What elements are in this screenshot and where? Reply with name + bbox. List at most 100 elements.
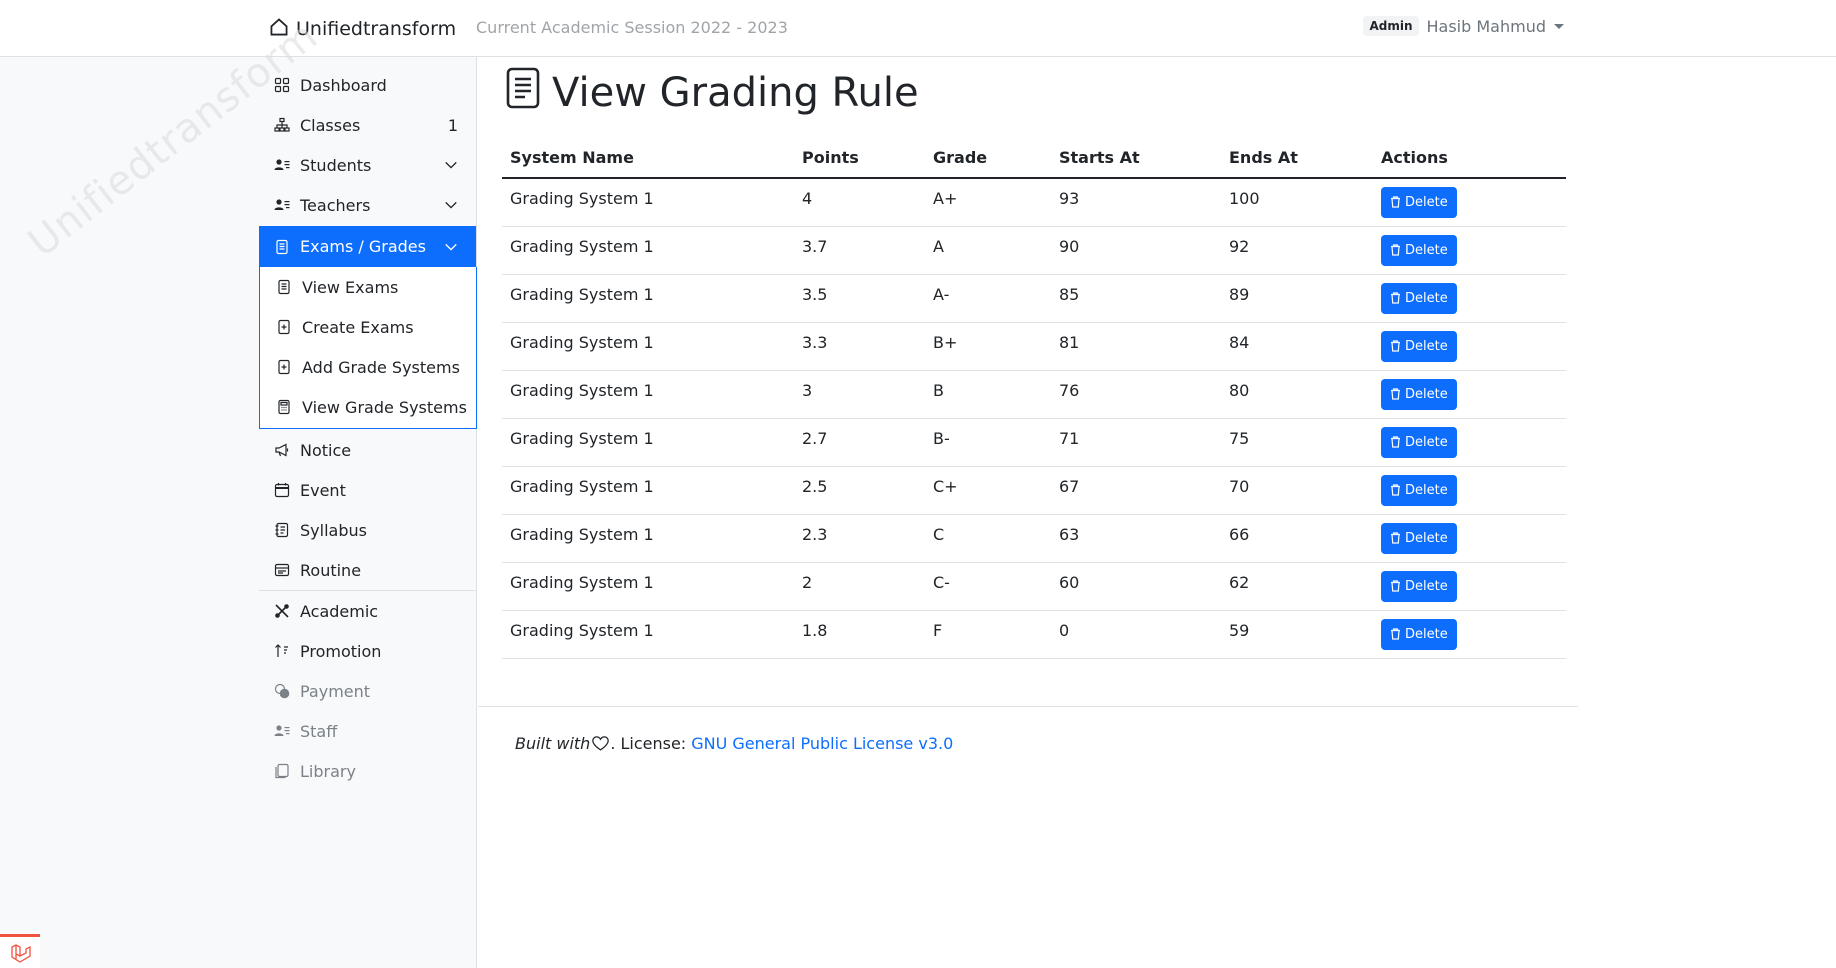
table-row: Grading System 1 3 B 76 80 Delete [502,370,1566,419]
delete-button[interactable]: Delete [1381,522,1457,554]
footer: Built with . License: GNU General Public… [515,734,953,753]
cell-value: 76 [1059,380,1080,400]
system-name-cell: Grading System 1 [502,610,794,659]
delete-button[interactable]: Delete [1381,378,1457,410]
points-cell: 2.5 [794,466,925,515]
brand-link[interactable]: Unifiedtransform [268,16,456,42]
column-header: Starts At [1051,138,1221,179]
sidebar-item-exams-grades[interactable]: Exams / Grades [259,226,476,267]
cell-value: 71 [1059,428,1080,448]
cell-value: 75 [1229,428,1250,448]
cell-value: Grading System 1 [510,572,654,592]
sidebar-item-dashboard[interactable]: Dashboard [259,65,476,105]
license-link[interactable]: GNU General Public License v3.0 [691,734,954,753]
trash-icon [1391,244,1400,256]
coins-icon [274,683,290,699]
sidebar-item-routine[interactable]: Routine [259,550,476,590]
sidebar-item-syllabus[interactable]: Syllabus [259,510,476,550]
calendar-icon [274,482,290,498]
ends-at-cell: 100 [1221,178,1373,227]
sidebar-item-event[interactable]: Event [259,470,476,510]
table-row: Grading System 1 2.5 C+ 67 70 Delete [502,466,1566,515]
trash-icon [1391,196,1400,208]
cell-value: 66 [1229,524,1250,544]
system-name-cell: Grading System 1 [502,370,794,419]
user-menu[interactable]: Admin Hasib Mahmud [1363,16,1564,36]
actions-cell: Delete [1373,514,1566,563]
journals-icon [274,763,290,779]
sidebar-item-academic[interactable]: Academic [259,591,476,631]
sidebar-item-label: Payment [300,681,371,701]
sidebar-item-promotion[interactable]: Promotion [259,631,476,671]
trash-icon [1391,292,1400,304]
submenu-item-view-grade-systems[interactable]: View Grade Systems [260,387,476,427]
table-row: Grading System 1 3.7 A 90 92 Delete [502,226,1566,275]
sidebar-item-label: Staff [300,721,338,741]
cell-value: B+ [933,332,958,352]
delete-button[interactable]: Delete [1381,618,1457,650]
submenu-item-view-exams[interactable]: View Exams [260,267,476,307]
starts-at-cell: 60 [1051,562,1221,611]
file-plus-icon [276,359,292,375]
grade-cell: C- [925,562,1051,611]
system-name-cell: Grading System 1 [502,418,794,467]
system-name-cell: Grading System 1 [502,514,794,563]
delete-button-label: Delete [1405,338,1448,354]
top-navbar: Unifiedtransform Current Academic Sessio… [0,0,1836,57]
ends-at-cell: 66 [1221,514,1373,563]
sidebar-item-classes[interactable]: Classes 1 [259,105,476,145]
classes-count: 1 [447,115,458,135]
caret-down-icon [1554,23,1564,29]
sidebar-item-label: Event [300,480,346,500]
points-cell: 3.3 [794,322,925,371]
user-dropdown-toggle[interactable]: Hasib Mahmud [1426,16,1564,36]
cell-value: F [933,620,943,640]
table-row: Grading System 1 1.8 F 0 59 Delete [502,610,1566,659]
delete-button[interactable]: Delete [1381,186,1457,218]
sidebar-item-library[interactable]: Library [259,751,476,791]
delete-button[interactable]: Delete [1381,570,1457,602]
tools-icon [274,603,290,619]
actions-cell: Delete [1373,418,1566,467]
page-title-text: View Grading Rule [552,70,919,116]
cell-value: 70 [1229,476,1250,496]
cell-value: 3.7 [802,236,828,256]
points-cell: 3.7 [794,226,925,275]
sidebar-item-staff[interactable]: Staff [259,711,476,751]
table-row: Grading System 1 4 A+ 93 100 Delete [502,178,1566,227]
trash-icon [1391,484,1400,496]
cell-value: 3.5 [802,284,828,304]
chevron-down-icon [445,201,457,209]
delete-button[interactable]: Delete [1381,282,1457,314]
cell-value: Grading System 1 [510,524,654,544]
cell-value: Grading System 1 [510,620,654,640]
column-header: System Name [502,138,794,179]
submenu-item-add-grade-systems[interactable]: Add Grade Systems [260,347,476,387]
points-cell: 4 [794,178,925,227]
sidebar-item-notice[interactable]: Notice [259,430,476,470]
delete-button[interactable]: Delete [1381,234,1457,266]
cell-value: 3 [802,380,813,400]
delete-button-label: Delete [1405,242,1448,258]
user-name: Hasib Mahmud [1426,16,1547,36]
sidebar-item-teachers[interactable]: Teachers [259,185,476,225]
trash-icon [1391,340,1400,352]
person-lines-icon [274,157,290,173]
system-name-cell: Grading System 1 [502,226,794,275]
delete-button[interactable]: Delete [1381,474,1457,506]
laravel-debug-badge[interactable] [0,934,40,968]
delete-button[interactable]: Delete [1381,426,1457,458]
laravel-icon [11,943,31,963]
ends-at-cell: 59 [1221,610,1373,659]
actions-cell: Delete [1373,466,1566,515]
cell-value: C [933,524,945,544]
submenu-item-create-exams[interactable]: Create Exams [260,307,476,347]
built-with-text: Built with [515,734,591,753]
delete-button[interactable]: Delete [1381,330,1457,362]
file-plus-icon [276,319,292,335]
cell-value: Grading System 1 [510,332,654,352]
sidebar-item-students[interactable]: Students [259,145,476,185]
sidebar-item-payment[interactable]: Payment [259,671,476,711]
sidebar-item-label: Teachers [300,195,371,215]
person-lines-icon [274,197,290,213]
